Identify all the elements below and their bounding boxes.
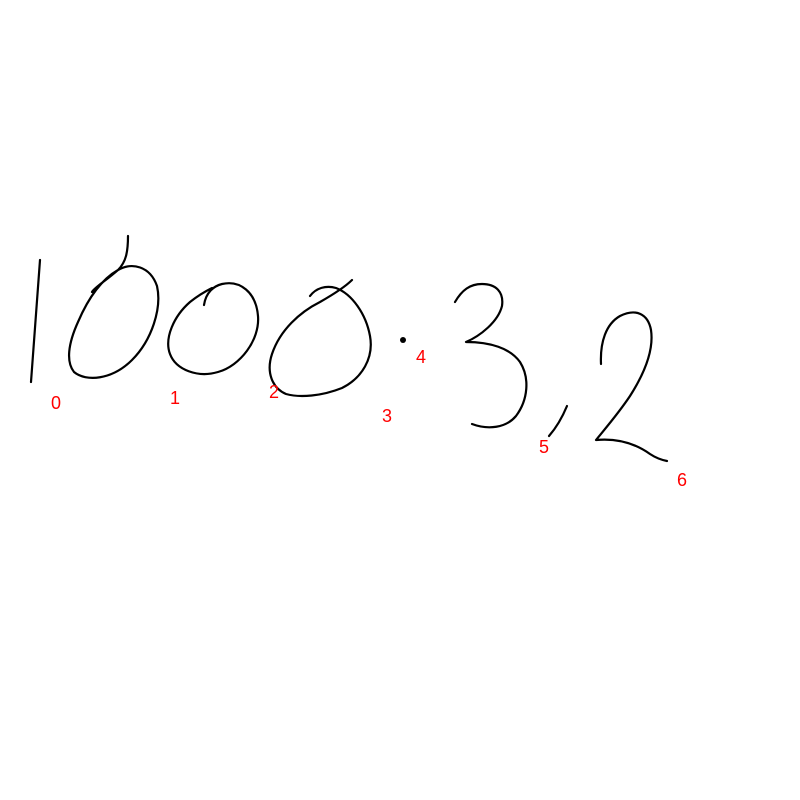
stroke-group-6 [547,404,569,438]
stroke-group-1 [68,234,160,379]
stroke-digit-three [453,282,528,429]
stroke-decimal-point [400,337,406,343]
stroke-digit-one [29,258,42,384]
stroke-digit-zero-second [167,282,260,376]
segment-index-label: 2 [269,382,279,402]
segment-index-label: 6 [677,470,687,490]
stroke-group-0 [29,258,42,384]
stroke-digit-zero-third [268,278,372,398]
stroke-group-3 [268,278,372,398]
segment-index-label: 1 [170,388,180,408]
stroke-digit-two [594,311,669,463]
stroke-digit-zero-first [68,234,160,379]
stroke-group-5 [453,282,528,429]
segment-index-label: 3 [382,406,392,426]
segment-index-label: 4 [416,347,426,367]
stroke-group-2 [167,282,260,376]
stroke-comma [547,404,569,438]
segment-index-label: 0 [51,393,61,413]
segment-index-label: 5 [539,437,549,457]
stroke-group-4 [400,337,406,343]
stroke-group-7 [594,311,669,463]
